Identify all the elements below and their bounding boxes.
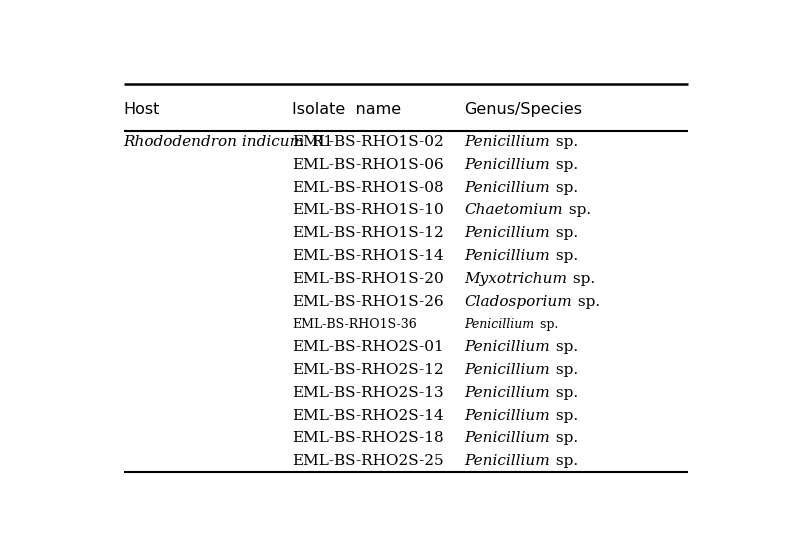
Text: Penicillium: Penicillium xyxy=(464,226,550,240)
Text: sp.: sp. xyxy=(551,135,578,149)
Text: sp.: sp. xyxy=(569,272,596,286)
Text: EML-BS-RHO1S-06: EML-BS-RHO1S-06 xyxy=(292,158,444,172)
Text: Penicillium: Penicillium xyxy=(464,249,550,263)
Text: EML-BS-RHO1S-36: EML-BS-RHO1S-36 xyxy=(292,318,417,331)
Text: Penicillium: Penicillium xyxy=(464,454,550,468)
Text: R1: R1 xyxy=(307,135,333,149)
Text: Penicillium: Penicillium xyxy=(464,385,550,400)
Text: sp.: sp. xyxy=(573,295,600,308)
Text: sp.: sp. xyxy=(551,431,578,446)
Text: Penicillium: Penicillium xyxy=(464,408,550,423)
Text: Cladosporium: Cladosporium xyxy=(464,295,572,308)
Text: EML-BS-RHO1S-02: EML-BS-RHO1S-02 xyxy=(292,135,444,149)
Text: Penicillium: Penicillium xyxy=(464,135,550,149)
Text: Isolate  name: Isolate name xyxy=(292,102,402,117)
Text: sp.: sp. xyxy=(535,318,558,331)
Text: EML-BS-RHO2S-18: EML-BS-RHO2S-18 xyxy=(292,431,444,446)
Text: sp.: sp. xyxy=(551,385,578,400)
Text: EML-BS-RHO1S-08: EML-BS-RHO1S-08 xyxy=(292,181,444,195)
Text: Chaetomium: Chaetomium xyxy=(464,204,563,217)
Text: Penicillium: Penicillium xyxy=(464,431,550,446)
Text: Rhododendron indicum: Rhododendron indicum xyxy=(124,135,305,149)
Text: Host: Host xyxy=(124,102,160,117)
Text: Penicillium: Penicillium xyxy=(464,318,535,331)
Text: Genus/Species: Genus/Species xyxy=(464,102,582,117)
Text: sp.: sp. xyxy=(551,408,578,423)
Text: EML-BS-RHO2S-14: EML-BS-RHO2S-14 xyxy=(292,408,444,423)
Text: EML-BS-RHO2S-12: EML-BS-RHO2S-12 xyxy=(292,363,444,377)
Text: EML-BS-RHO1S-26: EML-BS-RHO1S-26 xyxy=(292,295,444,308)
Text: EML-BS-RHO1S-20: EML-BS-RHO1S-20 xyxy=(292,272,444,286)
Text: Penicillium: Penicillium xyxy=(464,181,550,195)
Text: sp.: sp. xyxy=(551,454,578,468)
Text: Penicillium: Penicillium xyxy=(464,363,550,377)
Text: sp.: sp. xyxy=(551,158,578,172)
Text: EML-BS-RHO2S-25: EML-BS-RHO2S-25 xyxy=(292,454,444,468)
Text: EML-BS-RHO2S-13: EML-BS-RHO2S-13 xyxy=(292,385,444,400)
Text: sp.: sp. xyxy=(551,363,578,377)
Text: Penicillium: Penicillium xyxy=(464,340,550,354)
Text: EML-BS-RHO1S-10: EML-BS-RHO1S-10 xyxy=(292,204,444,217)
Text: sp.: sp. xyxy=(551,226,578,240)
Text: sp.: sp. xyxy=(551,181,578,195)
Text: EML-BS-RHO1S-12: EML-BS-RHO1S-12 xyxy=(292,226,444,240)
Text: EML-BS-RHO1S-14: EML-BS-RHO1S-14 xyxy=(292,249,444,263)
Text: sp.: sp. xyxy=(551,249,578,263)
Text: EML-BS-RHO2S-01: EML-BS-RHO2S-01 xyxy=(292,340,444,354)
Text: Penicillium: Penicillium xyxy=(464,158,550,172)
Text: sp.: sp. xyxy=(551,340,578,354)
Text: Myxotrichum: Myxotrichum xyxy=(464,272,567,286)
Text: sp.: sp. xyxy=(564,204,591,217)
